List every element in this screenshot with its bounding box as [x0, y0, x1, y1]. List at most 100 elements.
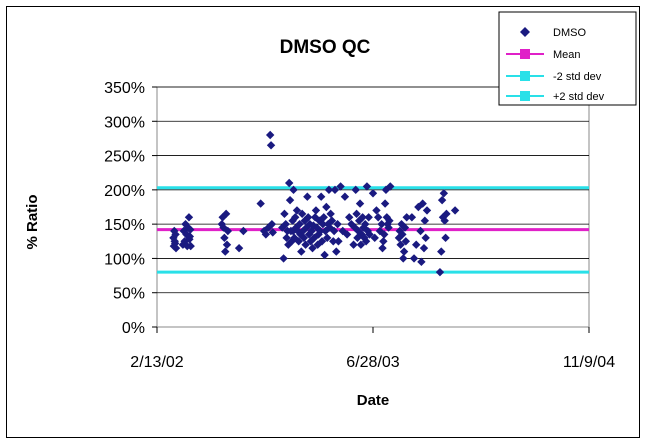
data-point	[442, 209, 451, 219]
data-point	[220, 233, 229, 243]
data-point	[218, 213, 227, 222]
data-point	[268, 228, 277, 237]
data-point	[416, 226, 425, 236]
legend-entry-minus-2sd: -2 std dev	[506, 71, 602, 83]
data-point	[281, 219, 290, 229]
x-tick-label: 11/9/04	[563, 354, 615, 371]
data-point	[316, 226, 325, 236]
y-tick-label: 300%	[104, 114, 145, 131]
data-point	[380, 230, 389, 239]
data-point	[399, 247, 409, 256]
y-tick-label: 150%	[104, 217, 145, 234]
data-point	[437, 195, 447, 205]
data-point	[375, 226, 385, 236]
data-point	[266, 141, 276, 150]
data-point	[181, 219, 190, 229]
data-point	[439, 189, 449, 198]
chart-svg: DMSO QC % Ratio Date 0% 50% 100% 150% 200% 25…	[24, 11, 637, 409]
data-point	[267, 219, 277, 229]
data-point	[356, 240, 366, 249]
legend-label-plus-2sd: +2 std dev	[553, 91, 605, 103]
data-point	[397, 219, 406, 229]
data-point	[379, 237, 388, 246]
data-point	[295, 219, 304, 229]
data-point	[184, 213, 194, 222]
data-point	[377, 219, 386, 229]
data-point	[171, 230, 180, 239]
x-axis-label: Date	[357, 392, 390, 409]
data-point	[292, 206, 302, 215]
data-point	[332, 247, 341, 256]
data-point	[402, 213, 411, 222]
data-point	[409, 254, 419, 263]
data-point	[372, 206, 381, 215]
data-point	[373, 213, 383, 222]
data-point	[301, 240, 310, 249]
data-point	[333, 219, 342, 229]
data-point	[310, 233, 319, 243]
data-point	[261, 230, 271, 239]
y-tick-label: 250%	[104, 149, 145, 166]
x-tick-label: 6/28/03	[346, 354, 399, 371]
data-point	[412, 240, 421, 249]
data-point	[395, 226, 404, 236]
legend-entry-mean: Mean	[506, 49, 581, 61]
data-point	[422, 206, 432, 215]
data-point	[294, 237, 303, 246]
data-point	[311, 206, 321, 215]
data-point	[280, 209, 289, 219]
data-point	[400, 223, 410, 232]
y-tick-label: 100%	[104, 251, 145, 268]
data-point	[418, 199, 427, 208]
data-point	[352, 209, 361, 219]
data-point	[340, 192, 350, 201]
data-point	[323, 219, 333, 229]
data-point	[440, 216, 449, 225]
data-point	[364, 213, 373, 222]
data-point	[351, 185, 360, 195]
data-point	[289, 185, 298, 195]
data-point	[285, 195, 295, 205]
data-point	[407, 213, 417, 222]
data-point	[399, 254, 408, 263]
data-point	[171, 243, 181, 253]
data-point	[234, 243, 244, 253]
data-point	[420, 216, 430, 225]
data-point	[309, 221, 318, 230]
legend-marker-plus-2sd	[520, 91, 530, 101]
data-point	[419, 243, 429, 253]
legend-marker-mean	[520, 49, 530, 59]
chart-title: DMSO QC	[280, 37, 371, 58]
data-point	[186, 225, 195, 234]
data-point	[223, 226, 233, 236]
data-point	[378, 243, 387, 253]
data-point	[318, 219, 328, 229]
data-point	[396, 240, 405, 249]
data-point	[386, 182, 395, 191]
data-point	[308, 243, 317, 253]
data-point	[319, 213, 328, 222]
legend-label-dmso: DMSO	[553, 27, 586, 39]
data-point	[385, 216, 394, 225]
data-point	[326, 209, 335, 219]
data-point	[179, 226, 188, 236]
legend-label-mean: Mean	[553, 49, 581, 61]
data-point	[353, 233, 362, 243]
data-point	[256, 199, 265, 208]
data-point	[355, 199, 365, 208]
data-point	[361, 237, 371, 246]
y-tick-label: 50%	[113, 286, 145, 303]
x-tick-label: 2/13/02	[130, 354, 183, 371]
data-point	[320, 250, 329, 260]
y-tick-label: 350%	[104, 80, 145, 97]
data-point	[362, 182, 372, 191]
data-point	[414, 202, 423, 212]
data-point	[330, 185, 340, 195]
data-point	[398, 230, 407, 239]
data-point	[437, 247, 446, 256]
legend-marker-minus-2sd	[520, 71, 530, 81]
data-point	[297, 209, 307, 219]
y-tick-label: 0%	[122, 320, 145, 337]
data-point	[222, 240, 232, 249]
legend-label-minus-2sd: -2 std dev	[553, 71, 602, 83]
